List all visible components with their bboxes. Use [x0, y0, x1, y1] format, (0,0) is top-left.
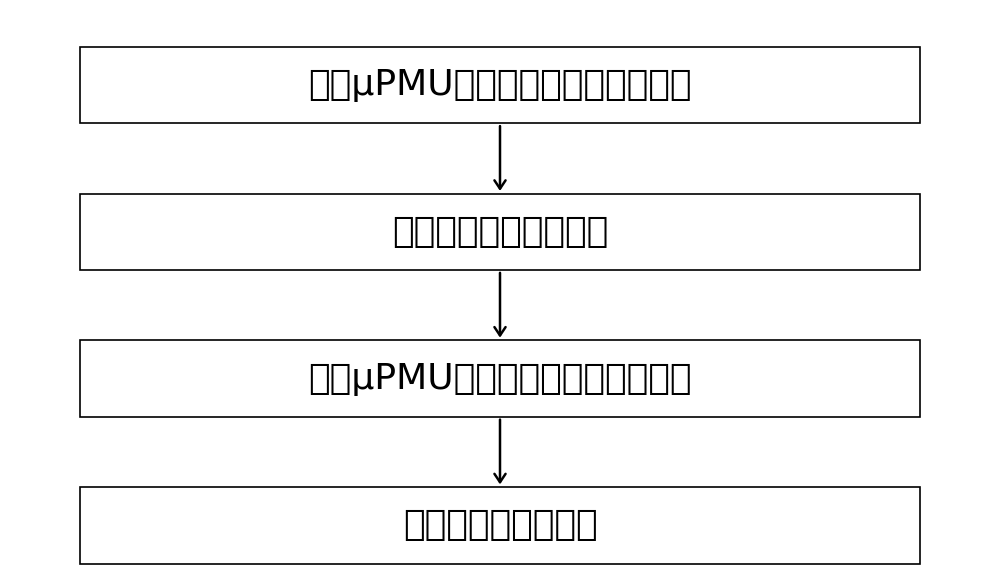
- Bar: [80, 487, 920, 564]
- Bar: [80, 340, 920, 417]
- Text: 设置μPMU监测点数据异常判定规则: 设置μPMU监测点数据异常判定规则: [308, 362, 692, 396]
- Text: 对故障区域进行定位: 对故障区域进行定位: [403, 508, 597, 542]
- Text: 确定指标阈值置信区间: 确定指标阈值置信区间: [392, 215, 608, 249]
- Bar: [80, 47, 920, 123]
- Text: 计算μPMU量测数据的综合评价指标: 计算μPMU量测数据的综合评价指标: [308, 68, 692, 102]
- Bar: [80, 194, 920, 270]
